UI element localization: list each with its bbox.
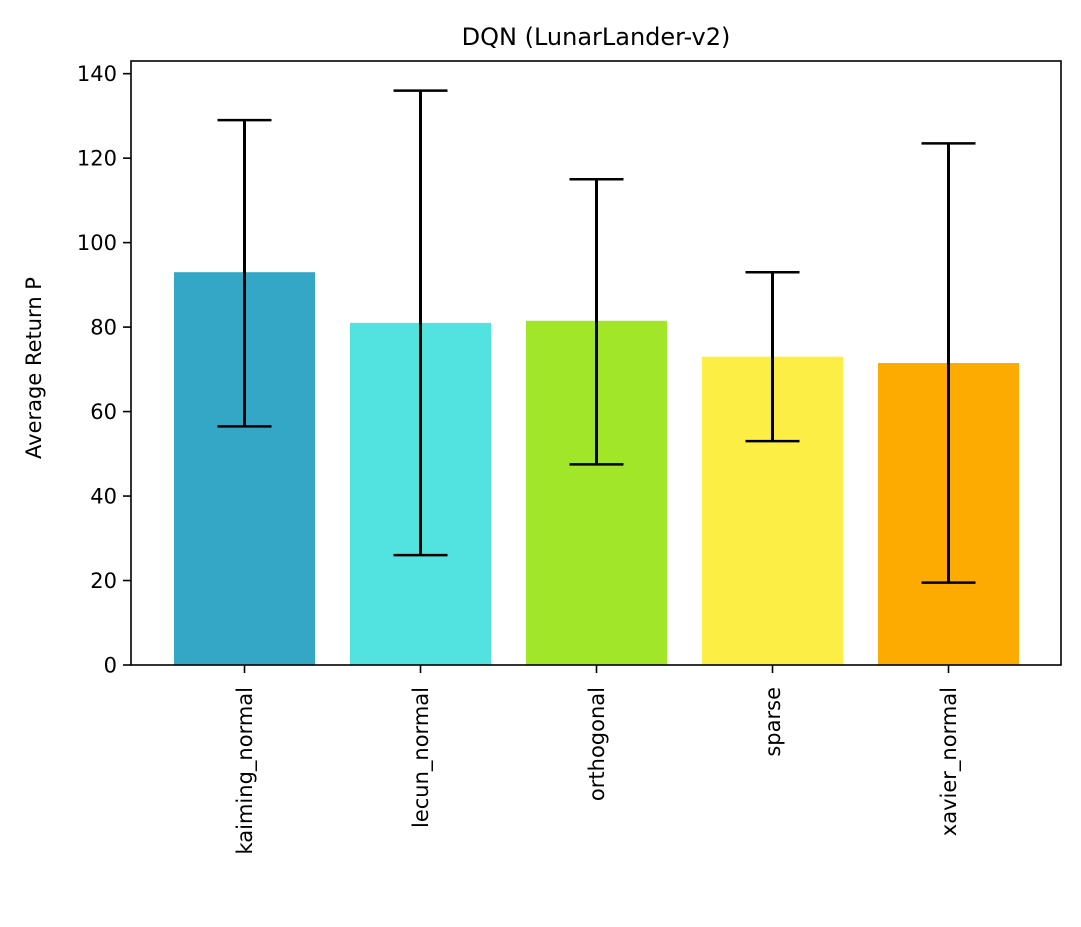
- y-axis-label: Average Return P: [22, 277, 46, 459]
- error-bars-group: [217, 89, 976, 584]
- x-tick-label: orthogonal: [585, 687, 609, 801]
- plot-frame: [130, 60, 1062, 666]
- y-tick-label: 140: [77, 62, 117, 86]
- y-tick-label: 20: [90, 569, 117, 593]
- x-axis: kaiming_normal lecun_normal orthogonal spar…: [233, 665, 962, 855]
- chart-title: DQN (LunarLander-v2): [462, 23, 731, 51]
- y-tick-label: 0: [104, 654, 117, 678]
- y-tick-label: 80: [90, 316, 117, 340]
- x-tick-label: lecun_normal: [409, 687, 434, 828]
- x-tick-label: xavier_normal: [937, 687, 962, 836]
- y-tick-label: 120: [77, 147, 117, 171]
- y-tick-label: 100: [77, 231, 117, 255]
- x-tick-label: sparse: [761, 687, 785, 757]
- y-axis: 0 20 40 60 80 100 120 140: [77, 62, 131, 678]
- y-tick-label: 60: [90, 400, 117, 424]
- y-tick-label: 40: [90, 485, 117, 509]
- x-tick-label: kaiming_normal: [233, 687, 258, 855]
